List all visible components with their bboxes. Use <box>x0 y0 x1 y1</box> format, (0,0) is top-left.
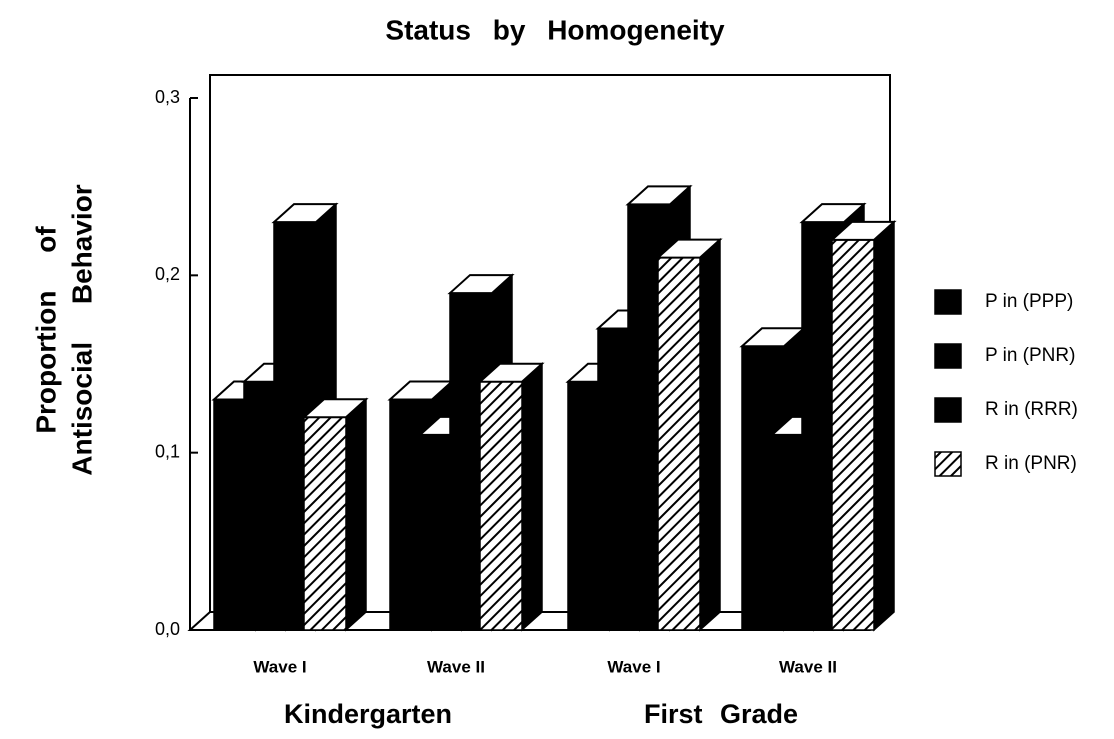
legend-swatch <box>934 343 962 369</box>
legend-label: R in (RRR) <box>985 399 1078 420</box>
bar-side <box>699 237 721 632</box>
bar <box>479 380 523 631</box>
bar-top <box>799 203 867 224</box>
y-tick-label: 0,0 <box>155 619 180 639</box>
y-tick-label: 0,3 <box>155 87 180 107</box>
legend-swatch <box>934 397 962 423</box>
legend-label: P in (PPP) <box>985 291 1073 312</box>
legend-swatch <box>934 289 962 315</box>
bar-side <box>345 397 367 632</box>
bar-side <box>873 220 895 632</box>
bar-top <box>271 203 339 224</box>
x-tick-label: Wave I <box>607 657 660 676</box>
y-tick-label: 0,2 <box>155 264 180 284</box>
y-axis-label: Proportion of <box>30 226 61 434</box>
group-label: First Grade <box>644 699 798 729</box>
bar-top <box>829 220 897 241</box>
bar-top <box>477 362 545 383</box>
bar-top <box>301 398 369 419</box>
group-label: Kindergarten <box>284 699 452 729</box>
legend-label: P in (PNR) <box>985 345 1075 366</box>
x-tick-label: Wave II <box>427 657 485 676</box>
bar <box>303 416 347 631</box>
chart-title: Status by Homogeneity <box>385 14 725 45</box>
y-axis-label: Antisocial Behavior <box>66 184 97 476</box>
bar-top <box>447 274 515 295</box>
bar-top <box>625 185 693 206</box>
bar <box>657 256 701 631</box>
x-tick-label: Wave I <box>253 657 306 676</box>
bar-side <box>521 362 543 632</box>
bar-top <box>655 238 723 259</box>
legend-swatch <box>934 451 962 477</box>
y-tick-label: 0,1 <box>155 441 180 461</box>
legend-label: R in (PNR) <box>985 453 1077 474</box>
x-tick-label: Wave II <box>779 657 837 676</box>
bar <box>831 239 875 631</box>
